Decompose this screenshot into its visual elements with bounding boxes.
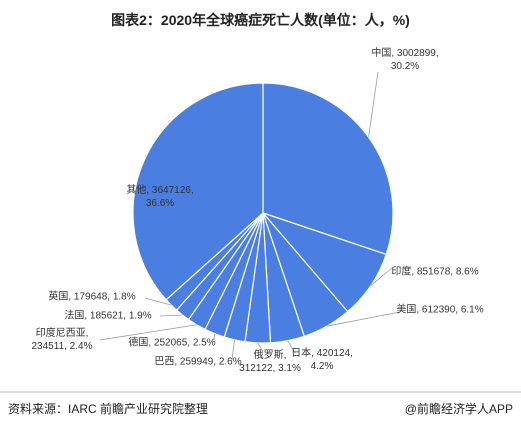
leader-line [368,71,379,138]
data-label: 法国, 185621, 1.9% [64,310,152,322]
leader-line [257,342,263,351]
data-label: 美国, 612390, 6.1% [396,304,484,316]
leader-line [287,340,296,354]
slice [132,82,264,301]
data-label: 印度, 851678, 8.6% [391,266,479,278]
source: 资料来源：IARC 前瞻产业研究院整理 [8,402,209,416]
data-label: 其他, 3647126, 36.6% [126,185,194,209]
leader-line [159,314,183,317]
data-label: 印度尼西亚, 234511, 2.4% [31,328,93,352]
data-label: 日本, 420124, 4.2% [291,348,353,372]
data-label: 俄罗斯, 312122, 3.1% [239,350,301,374]
credit: @前瞻经济学人APP [404,402,513,416]
data-label: 英国, 179648, 1.8% [48,291,136,303]
leader-line [327,311,401,327]
chart-title: 图表2：2020年全球癌症死亡人数(单位：人，%) [111,12,410,28]
leader-line [99,324,197,341]
leader-line [144,297,172,306]
data-label: 巴西, 259949, 2.6% [154,356,242,368]
leader-line [231,339,235,361]
data-label: 中国, 3002899, 30.2% [371,48,439,72]
leader-line [370,267,393,286]
data-label: 德国, 252065, 2.5% [128,337,216,349]
